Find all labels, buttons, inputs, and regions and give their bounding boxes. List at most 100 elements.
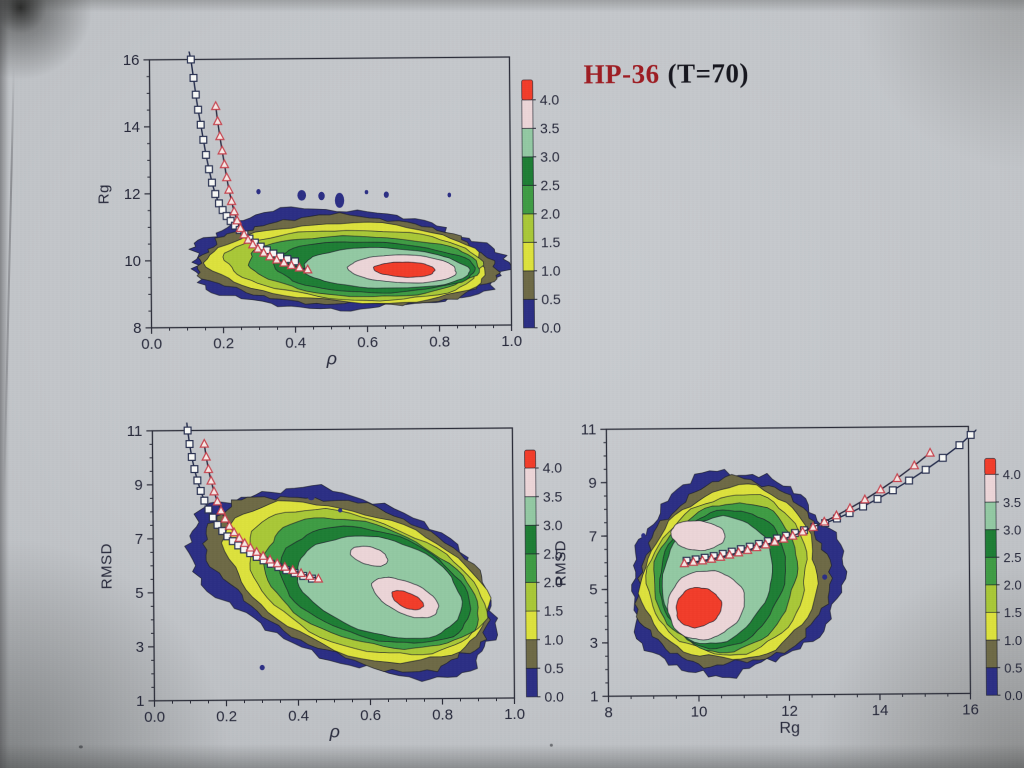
- square-marker: [966, 430, 975, 439]
- triangle-marker: [296, 567, 307, 578]
- colorbar: 0.0 0.5 1.0 1.5 2.0 2.5 3.0 3.5 4.0: [521, 79, 561, 336]
- square-marker: [208, 513, 217, 522]
- colorbar-band: [524, 496, 537, 526]
- colorbar-tick-label: 1.5: [541, 234, 561, 250]
- square-marker: [199, 135, 208, 144]
- colorbar-band: [521, 99, 534, 129]
- square-marker: [196, 486, 205, 495]
- triangle-marker: [212, 495, 223, 506]
- triangle-marker: [216, 505, 227, 515]
- colorbar-tick-label: 0.0: [544, 689, 564, 705]
- x-tick-label: 1.0: [504, 706, 525, 723]
- colorbar-tick-label: 0.0: [1004, 688, 1022, 703]
- x-axis: 8 10 12 14 16 Rg: [604, 693, 979, 737]
- triangle-marker: [251, 546, 262, 556]
- contour-band-level-7: [349, 545, 389, 567]
- y-axis-title: Rg: [95, 184, 112, 204]
- square-marker: [921, 465, 930, 474]
- y-axis: 1 3 5 7 9 11 RMSD: [552, 421, 609, 705]
- square-marker: [204, 505, 213, 514]
- marker-series: [186, 48, 313, 274]
- triangle-marker: [831, 509, 842, 520]
- colorbar-tick-label: 2.5: [540, 177, 560, 193]
- triangle-marker: [206, 475, 217, 485]
- square-marker: [211, 189, 220, 199]
- colorbar-band: [524, 524, 537, 555]
- square-marker: [905, 476, 914, 485]
- colorbar-band: [984, 501, 997, 530]
- contour-band-level-7: [670, 520, 726, 552]
- colorbar-tick-label: 3.5: [540, 120, 560, 136]
- x-axis-title: ρ: [328, 721, 339, 741]
- triangle-marker: [279, 561, 290, 571]
- x-tick-label: 0.0: [141, 336, 162, 353]
- triangle-marker: [706, 553, 717, 563]
- triangle-marker: [219, 158, 230, 169]
- triangle-marker: [733, 546, 744, 557]
- colorbar-tick-label: 4.0: [540, 92, 560, 108]
- y-axis: 1 3 5 7 9 11 RMSD: [98, 423, 155, 710]
- colorbar-tick-label: 1.0: [541, 263, 561, 279]
- square-marker: [191, 90, 200, 99]
- y-tick-label: 11: [127, 423, 143, 440]
- triangle-marker: [247, 238, 258, 249]
- triangle-marker: [226, 195, 237, 206]
- colorbar-band: [985, 556, 997, 586]
- contour-speck: [256, 188, 261, 195]
- triangle-marker: [778, 533, 789, 543]
- contour-speck: [259, 664, 265, 671]
- triangle-marker: [235, 222, 246, 233]
- colorbar-tick-label: 1.5: [1004, 605, 1022, 620]
- triangle-marker: [294, 262, 305, 272]
- path-open-triangles: [199, 438, 324, 583]
- colorbar-tick-label: 1.0: [1004, 633, 1022, 648]
- triangle-marker: [845, 502, 856, 513]
- x-tick-label: 0.2: [213, 335, 234, 352]
- triangle-marker: [688, 556, 699, 566]
- x-tick-label: 1.0: [501, 333, 522, 350]
- y-tick-label: 3: [136, 639, 144, 656]
- colorbar-tick-label: 2.5: [1003, 550, 1021, 565]
- square-marker: [873, 494, 882, 503]
- y-tick-label: 1: [136, 693, 144, 710]
- contour-speck: [334, 192, 345, 208]
- triangle-marker: [892, 472, 903, 483]
- x-tick-label: 12: [781, 703, 798, 720]
- y-tick-label: 5: [135, 585, 143, 602]
- path-open-triangles: [679, 447, 936, 568]
- triangle-marker: [287, 564, 298, 574]
- x-tick-label: 0.8: [432, 706, 453, 723]
- colorbar-tick-label: 4.0: [543, 460, 563, 476]
- marker-series: [679, 420, 979, 568]
- triangle-marker: [859, 493, 870, 504]
- y-tick-label: 11: [581, 421, 597, 438]
- triangle-marker: [925, 447, 936, 457]
- square-marker: [193, 476, 202, 485]
- colorbar-tick-label: 3.5: [543, 488, 563, 504]
- triangle-marker: [223, 184, 234, 194]
- colorbar-over-cap: [524, 449, 536, 469]
- triangle-marker: [304, 570, 315, 581]
- triangle-marker: [221, 171, 232, 182]
- square-marker: [190, 465, 199, 474]
- colorbar-tick-label: 0.5: [1004, 660, 1022, 675]
- triangle-marker: [265, 554, 276, 564]
- contour-speck: [307, 493, 315, 501]
- colorbar-band: [521, 156, 534, 186]
- x-tick-label: 0.2: [216, 708, 237, 725]
- triangle-marker: [769, 536, 780, 546]
- contour-speck: [383, 191, 389, 198]
- colorbar-tick-label: 3.0: [1003, 522, 1021, 537]
- colorbar-band: [522, 242, 535, 272]
- colorbar-band: [985, 639, 998, 668]
- contour-bands: [188, 188, 512, 312]
- triangle-marker: [272, 557, 283, 568]
- square-marker: [213, 520, 222, 529]
- colorbar-tick-label: 1.5: [544, 603, 564, 619]
- triangle-marker: [234, 532, 245, 542]
- colorbar-band: [985, 667, 998, 696]
- square-marker: [194, 105, 203, 114]
- colorbar-tick-label: 1.0: [544, 631, 564, 647]
